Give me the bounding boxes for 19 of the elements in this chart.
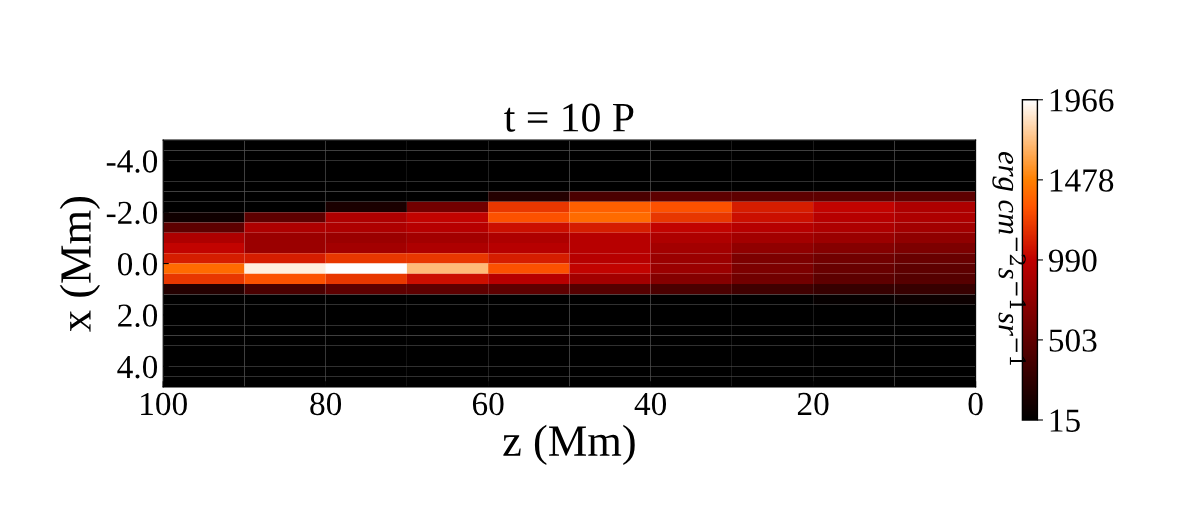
color-bar-label: 990 [1048, 249, 1097, 272]
color-bar-label: 1478 [1050, 169, 1114, 192]
x-tick-label: 60 [472, 392, 504, 416]
y-tick-label: -4.0 [106, 150, 158, 173]
y-axis-title: x (Mm) [59, 196, 101, 332]
color-bar-label: 503 [1049, 329, 1097, 352]
y-tick-label: -2.0 [106, 201, 158, 225]
x-tick-label: 0 [968, 392, 983, 416]
x-tick-label: 20 [797, 392, 829, 416]
y-tick-label: 4.0 [117, 355, 158, 379]
chart-title: t = 10 P [504, 103, 634, 132]
x-tick-label: 80 [310, 392, 342, 416]
color-bar-label: 1966 [1050, 89, 1114, 112]
x-axis-title: z (Mm) [503, 424, 635, 466]
x-tick-label: 100 [141, 392, 187, 416]
color-bar-label: 15 [1050, 409, 1080, 432]
x-tick-label: 40 [634, 392, 667, 416]
y-tick-label: 0.0 [117, 252, 158, 276]
y-tick-label: 2.0 [118, 304, 158, 327]
